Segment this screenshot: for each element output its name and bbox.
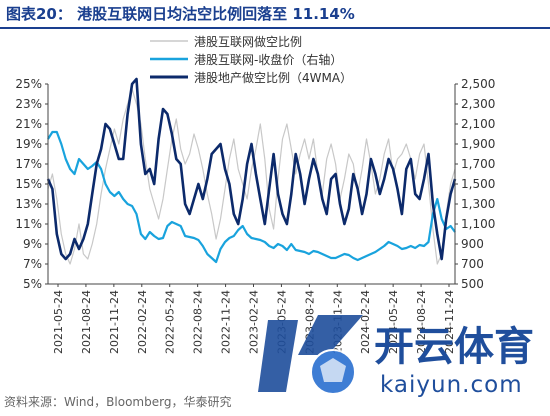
title-divider [0,27,550,29]
y-left-tick-label: 19% [15,137,42,151]
x-tick-label: 2024-05-24 [387,290,400,354]
x-tick-label: 2024-11-24 [443,290,456,354]
y-left-tick-label: 23% [15,97,42,111]
y-left-tick-label: 21% [15,117,42,131]
watermark-brand: 开云体育 [374,324,534,370]
y-right-tick-label: 2,300 [461,97,495,111]
source-note: 资料来源：Wind，Bloomberg，华泰研究 [4,395,232,409]
y-right-tick-label: 1,100 [461,217,495,231]
y-right-tick-label: 1,900 [461,137,495,151]
legend-label-3: 港股地产做空比例（4WMA） [194,70,352,85]
series-line-1 [47,88,456,265]
y-left-tick-label: 17% [15,157,42,171]
axes: 25% 23% 21% 19% 17% 15% 13% 11% 9% 7% 5% 2,500 2,300… [15,77,495,354]
y-right-tick-label: 1,300 [461,197,495,211]
x-tick-label: 2022-02-24 [136,290,149,354]
y-left-tick-label: 25% [15,77,42,91]
x-tick-label: 2021-11-24 [108,290,121,354]
x-tick-label: 2024-02-24 [359,290,372,354]
y-left-tick-label: 5% [23,277,42,291]
y-right-tick-label: 2,500 [461,77,495,91]
x-tick-label: 2022-05-24 [164,290,177,354]
plot-lines [46,77,457,265]
y-right-tick-label: 1,700 [461,157,495,171]
page-title: 图表20： 港股互联网日均沽空比例回落至 11.14% [6,5,355,23]
y-right-tick-label: 1,500 [461,177,495,191]
y-right-tick-label: 900 [461,237,484,251]
kaiyun-logo-icon [258,315,363,395]
y-right-tick-label: 700 [461,257,484,271]
series-line-3 [46,77,457,261]
watermark: 开云体育 kaiyun.com [258,300,548,404]
y-left-tick-label: 9% [23,237,42,251]
x-tick-label: 2021-08-24 [80,290,93,354]
watermark-url: kaiyun.com [380,372,523,398]
y-right-tick-label: 2,100 [461,117,495,131]
y-left-tick-label: 13% [15,197,42,211]
y-left-tick-label: 7% [23,257,42,271]
y-left-tick-label: 11% [15,217,42,231]
x-tick-label: 2021-05-24 [52,290,65,354]
y-right-tick-label: 500 [461,277,484,291]
x-tick-label: 2022-11-24 [220,290,233,354]
x-tick-label: 2023-02-24 [248,290,261,354]
legend-label-2: 港股互联网-收盘价（右轴） [194,52,342,67]
x-tick-label: 2022-08-24 [192,290,205,354]
y-left-tick-label: 15% [15,177,42,191]
series-line-2 [47,130,456,264]
x-tick-label: 2024-08-24 [415,290,428,354]
legend-label-1: 港股互联网做空比例 [194,34,302,49]
